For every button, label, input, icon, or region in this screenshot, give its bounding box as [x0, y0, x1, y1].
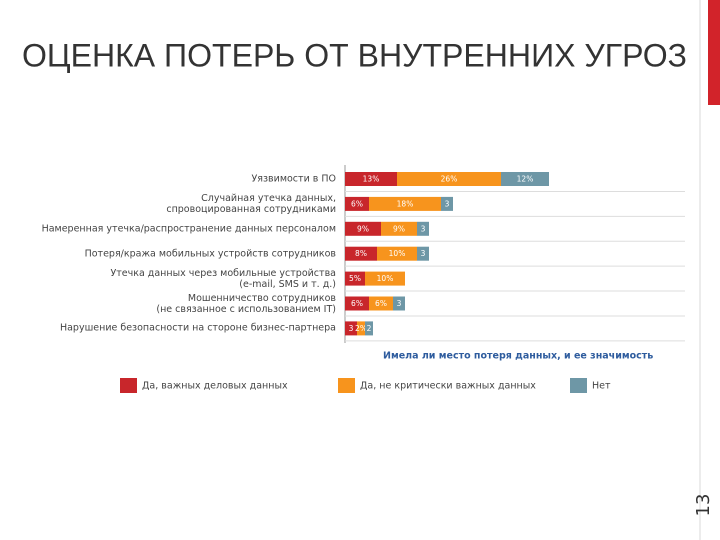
value-label: 6% [351, 299, 363, 308]
x-axis-title: Имела ли место потеря данных, и ее значи… [383, 351, 653, 362]
value-label: 12% [517, 175, 534, 184]
category-label: Нарушение безопасности на стороне бизнес… [59, 322, 336, 334]
bar-segment [345, 196, 369, 211]
bar-segment [365, 271, 405, 286]
legend-swatch [570, 378, 587, 393]
bar-segment [345, 271, 365, 286]
bar-segment [369, 296, 393, 311]
bar-segment [357, 321, 365, 336]
value-label: 3 [421, 224, 426, 233]
bar-segment [369, 196, 441, 211]
bar-segment [417, 246, 429, 261]
value-label: 2% [355, 324, 367, 333]
value-label: 13% [363, 175, 380, 184]
category-label: Намеренная утечка/распространение данных… [41, 223, 336, 235]
value-label: 3 [397, 299, 402, 308]
value-label: 6% [375, 299, 387, 308]
value-label: 2 [367, 324, 372, 333]
value-label: 9% [393, 224, 405, 233]
bar-segment [345, 296, 369, 311]
legend-label: Да, не критически важных данных [360, 381, 536, 392]
value-label: 26% [441, 175, 458, 184]
category-label: Утечка данных через мобильные устройства… [110, 267, 336, 290]
bar-segment [377, 246, 417, 261]
category-label: Уязвимости в ПО [251, 173, 337, 185]
slide-number: 13 [693, 494, 714, 517]
category-label: Потеря/кража мобильных устройств сотрудн… [84, 248, 336, 260]
legend-label: Да, важных деловых данных [142, 381, 288, 392]
bar-segment [501, 172, 549, 186]
bar-segment [345, 321, 357, 336]
bar-segment [381, 221, 417, 236]
value-label: 3 [445, 199, 450, 208]
accent-bar [708, 0, 720, 105]
bar-segment [393, 296, 405, 311]
bar-segment [397, 172, 501, 186]
legend-label: Нет [592, 381, 611, 392]
legend-swatch [338, 378, 355, 393]
value-label: 10% [389, 249, 406, 258]
bar-segment [365, 321, 373, 336]
value-label: 9% [357, 224, 369, 233]
bar-segment [417, 221, 429, 236]
slide-title: ОЦЕНКА ПОТЕРЬ ОТ ВНУТРЕННИХ УГРОЗ [22, 37, 687, 73]
legend-swatch [120, 378, 137, 393]
category-label: Случайная утечка данных, спровоцированна… [166, 192, 336, 215]
value-label: 18% [397, 199, 414, 208]
bar-segment [345, 221, 381, 236]
category-label: Мошенничество сотрудников (не связанное … [156, 292, 336, 315]
value-label: 3 [349, 324, 354, 333]
value-label: 5% [349, 274, 361, 283]
bar-segment [441, 196, 453, 211]
value-label: 3 [421, 249, 426, 258]
value-label: 10% [377, 274, 394, 283]
bar-segment [345, 246, 377, 261]
bar-segment [345, 172, 397, 186]
value-label: 8% [355, 249, 367, 258]
value-label: 6% [351, 199, 363, 208]
